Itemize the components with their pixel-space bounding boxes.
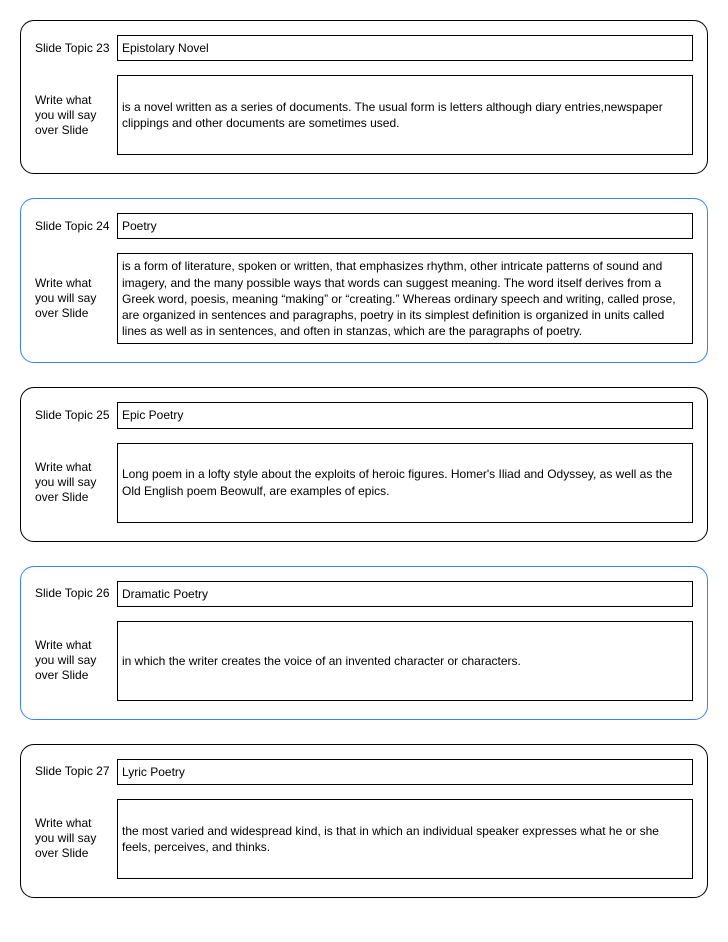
notes-text: Long poem in a lofty style about the exp… <box>122 466 688 498</box>
slide-card: Slide Topic 24Poetry Write what you will … <box>20 198 708 363</box>
notes-text: is a novel written as a series of docume… <box>122 99 688 131</box>
topic-row: Slide Topic 24Poetry <box>35 213 693 239</box>
notes-row: Write what you will say over Slideis a n… <box>35 75 693 155</box>
topic-label: Slide Topic 25 <box>35 408 117 423</box>
slide-card: Slide Topic 25Epic Poetry Write what you … <box>20 387 708 541</box>
notes-text: is a form of literature, spoken or writt… <box>122 258 688 339</box>
topic-input[interactable]: Lyric Poetry <box>117 759 693 785</box>
notes-row: Write what you will say over Slideis a f… <box>35 253 693 344</box>
notes-row: Write what you will say over SlideLong p… <box>35 443 693 523</box>
notes-label: Write what you will say over Slide <box>35 93 117 138</box>
slide-card: Slide Topic 26Dramatic Poetry Write what … <box>20 566 708 720</box>
topic-row: Slide Topic 27Lyric Poetry <box>35 759 693 785</box>
notes-text: the most varied and widespread kind, is … <box>122 823 688 855</box>
topic-input[interactable]: Poetry <box>117 213 693 239</box>
notes-input[interactable]: is a novel written as a series of docume… <box>117 75 693 155</box>
topic-label: Slide Topic 24 <box>35 219 117 234</box>
notes-row: Write what you will say over Slide in whi… <box>35 621 693 701</box>
topic-input[interactable]: Dramatic Poetry <box>117 581 693 607</box>
notes-input[interactable]: in which the writer creates the voice of… <box>117 621 693 701</box>
topic-input[interactable]: Epic Poetry <box>117 402 693 428</box>
worksheet-root: Slide Topic 23Epistolary Novel Write what… <box>20 20 708 898</box>
topic-row: Slide Topic 26Dramatic Poetry <box>35 581 693 607</box>
topic-row: Slide Topic 23Epistolary Novel <box>35 35 693 61</box>
topic-row: Slide Topic 25Epic Poetry <box>35 402 693 428</box>
notes-input[interactable]: Long poem in a lofty style about the exp… <box>117 443 693 523</box>
notes-label: Write what you will say over Slide <box>35 816 117 861</box>
notes-row: Write what you will say over Slidethe mo… <box>35 799 693 879</box>
notes-text: in which the writer creates the voice of… <box>122 653 521 669</box>
topic-label: Slide Topic 27 <box>35 764 117 779</box>
notes-input[interactable]: the most varied and widespread kind, is … <box>117 799 693 879</box>
slide-card: Slide Topic 23Epistolary Novel Write what… <box>20 20 708 174</box>
slide-card: Slide Topic 27Lyric Poetry Write what you… <box>20 744 708 898</box>
notes-label: Write what you will say over Slide <box>35 638 117 683</box>
notes-label: Write what you will say over Slide <box>35 460 117 505</box>
topic-label: Slide Topic 23 <box>35 41 117 56</box>
notes-label: Write what you will say over Slide <box>35 276 117 321</box>
notes-input[interactable]: is a form of literature, spoken or writt… <box>117 253 693 344</box>
topic-label: Slide Topic 26 <box>35 586 117 601</box>
topic-input[interactable]: Epistolary Novel <box>117 35 693 61</box>
